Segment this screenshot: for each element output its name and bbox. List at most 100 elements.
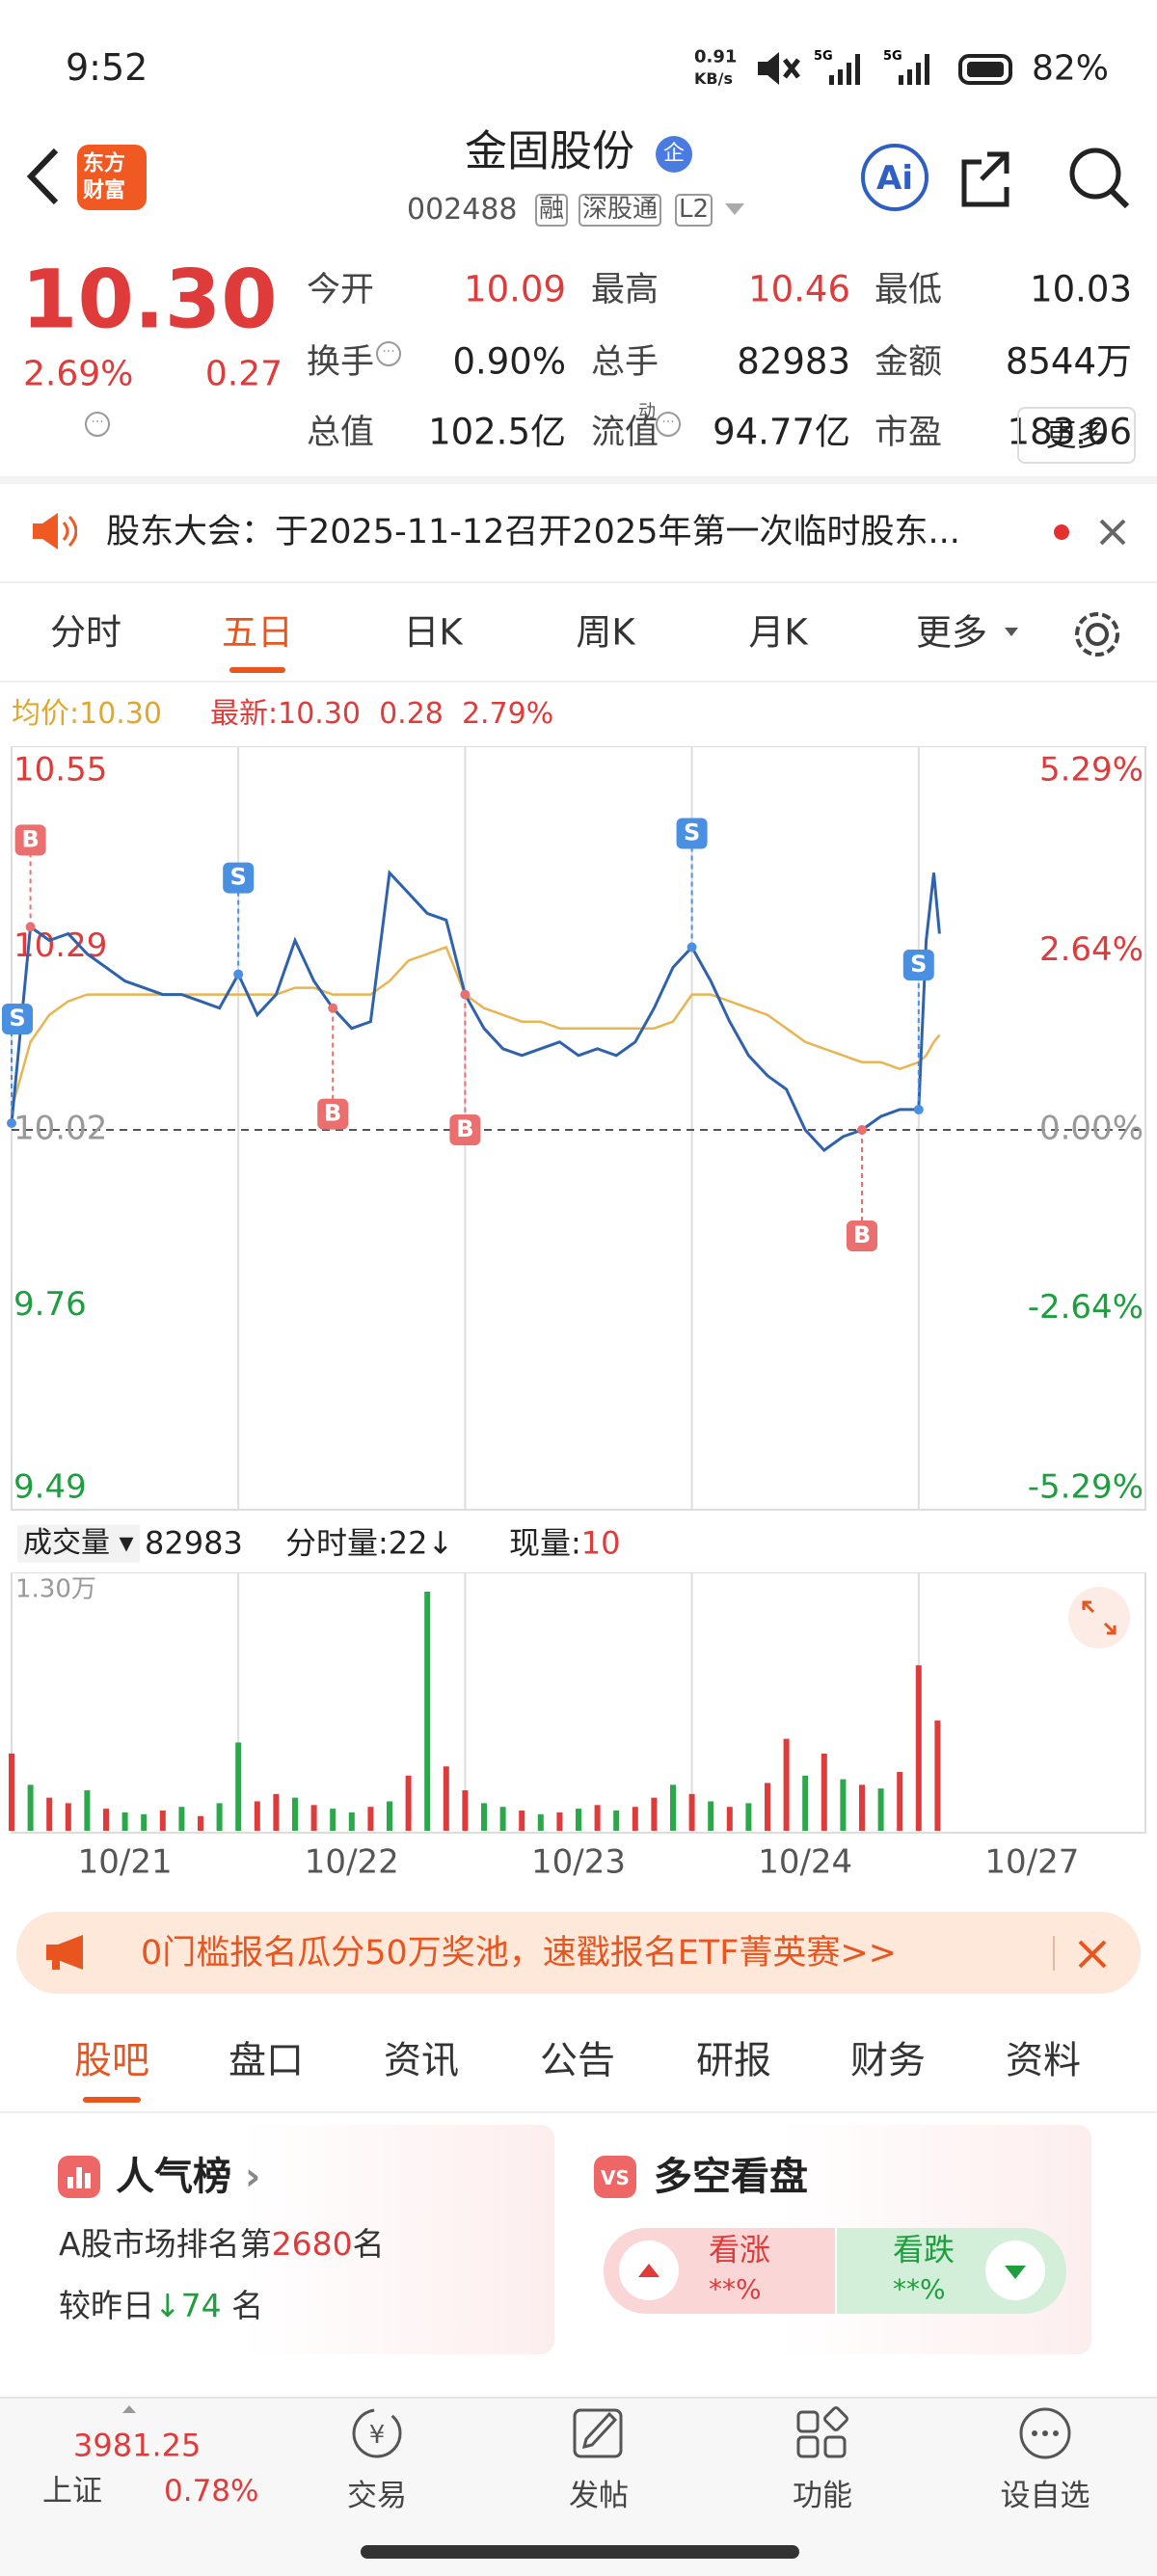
change-prefix: 较昨日 — [59, 2287, 154, 2325]
dropdown-arrow[interactable] — [1003, 625, 1022, 640]
index-value[interactable]: 3981.25 — [73, 2427, 202, 2464]
notice-controls[interactable] — [1051, 519, 1138, 546]
section-tab[interactable]: 资料 — [1005, 2039, 1082, 2083]
volume-bar — [27, 1784, 34, 1831]
stat-value: 0.90% — [452, 340, 566, 383]
promo-banner[interactable] — [16, 1912, 1141, 1994]
app-logo: 东方 财富 — [77, 145, 147, 210]
volume-bar — [9, 1753, 14, 1831]
header-actions[interactable]: Ai — [858, 141, 1138, 214]
chart-tab[interactable]: 月K — [748, 611, 808, 654]
bull-button[interactable] — [617, 2239, 681, 2302]
volume-bar — [405, 1775, 412, 1831]
volume-bar — [103, 1809, 109, 1831]
bull-label: 看涨 — [709, 2231, 771, 2268]
up-caret — [122, 2405, 136, 2413]
volume-bar — [519, 1811, 525, 1831]
rank: 2680 — [271, 2225, 353, 2264]
section-tab[interactable]: 股吧 — [73, 2039, 150, 2083]
volume-bar — [821, 1753, 827, 1831]
y-tick-label: 9.76 — [13, 1285, 87, 1324]
avg-line — [10, 945, 941, 1111]
expand-button[interactable] — [1066, 1585, 1132, 1650]
speaker-icon — [33, 513, 77, 550]
volume-bar — [651, 1797, 658, 1831]
dropdown-arrow[interactable] — [723, 201, 746, 218]
nav-item[interactable]: 发帖 — [569, 2479, 629, 2514]
bear-label: 看跌 — [893, 2231, 955, 2268]
pe-note: 动 — [638, 401, 656, 422]
index-change[interactable]: 0.78% — [164, 2474, 259, 2509]
trade-dot — [460, 989, 471, 1000]
volume-bar — [537, 1813, 544, 1831]
volume-label[interactable]: 成交量 ▾ — [17, 1524, 140, 1563]
trade-label: B — [21, 825, 39, 852]
section-tab[interactable]: 盘口 — [228, 2039, 305, 2083]
settings-icon[interactable] — [1070, 607, 1124, 661]
avg-label: 均价:10.30 — [12, 696, 162, 732]
trade-badge — [902, 949, 934, 980]
section-tab[interactable]: 财务 — [849, 2039, 927, 2083]
avg-label-text: 均价: — [12, 696, 80, 731]
volume-bar — [348, 1811, 355, 1831]
date-label: 10/22 — [304, 1842, 399, 1882]
index-name[interactable]: 上证 — [42, 2474, 102, 2509]
popularity-title: 人气榜 › — [116, 2155, 261, 2199]
notice-text[interactable]: 股东大会：于2025-11-12召开2025年第一次临时股东... — [106, 512, 960, 551]
svg-text:VS: VS — [601, 2166, 630, 2189]
last-value: 10.30 — [278, 696, 361, 731]
trade-label: B — [324, 1100, 341, 1127]
y2-tick-label: -5.29% — [1028, 1468, 1144, 1507]
volume-bar — [273, 1793, 280, 1831]
stat-value: 102.5亿 — [428, 411, 566, 453]
change-suffix: 名 — [231, 2287, 264, 2325]
volume-bar — [178, 1807, 185, 1831]
section-tab[interactable]: 公告 — [539, 2039, 616, 2083]
volume-bar — [46, 1797, 53, 1831]
date-label: 10/21 — [77, 1842, 173, 1882]
stat-label: 流值 — [591, 413, 659, 452]
stat-label: 今开 — [307, 270, 375, 309]
y2-tick-label: -2.64% — [1028, 1288, 1144, 1327]
volume-bar — [897, 1771, 903, 1831]
popularity-icon — [58, 2156, 100, 2198]
net-unit: KB/s — [694, 68, 733, 88]
volume-tick-label: 1.30万 — [15, 1575, 96, 1604]
volume-bar — [424, 1592, 431, 1831]
trade-label: S — [230, 864, 247, 891]
section-tab[interactable]: 研报 — [695, 2039, 772, 2083]
volume-bar — [802, 1775, 809, 1831]
separator — [0, 681, 1157, 683]
chart-tab[interactable]: 周K — [576, 611, 635, 654]
chart-tab[interactable]: 更多 — [916, 611, 987, 654]
trade-badge — [676, 818, 708, 849]
chart-tab[interactable]: 日K — [403, 611, 463, 654]
stock-code: 002488 — [407, 192, 518, 227]
chart-tab[interactable]: 五日 — [222, 611, 293, 654]
trade-dot — [328, 1003, 338, 1013]
promo-close[interactable] — [1051, 1932, 1118, 1974]
volume-bar — [632, 1807, 638, 1831]
last-price: 10.30 — [21, 252, 278, 347]
nav-item[interactable]: 功能 — [793, 2479, 852, 2514]
section-tab[interactable]: 资讯 — [383, 2039, 460, 2083]
stat-value: 10.03 — [1030, 268, 1132, 310]
volume-bar — [216, 1803, 223, 1831]
volume-bar — [877, 1788, 884, 1831]
popularity-card[interactable] — [36, 2125, 554, 2354]
nav-item[interactable]: 交易 — [347, 2479, 407, 2514]
avg-value: 10.30 — [79, 696, 162, 731]
stat-label: 总手 — [591, 342, 659, 382]
nav-item[interactable]: 设自选 — [1000, 2479, 1090, 2514]
more-button[interactable]: 更多 — [1017, 407, 1136, 464]
back-button[interactable] — [21, 145, 64, 208]
tab-underline — [229, 667, 285, 673]
stat-label: 市盈 — [874, 413, 943, 452]
promo-text[interactable]: 0门槛报名瓜分50万奖池，速戳报名ETF菁英赛>> — [141, 1933, 898, 1972]
trade-badge — [223, 862, 255, 894]
last-change: 0.28 — [379, 696, 444, 731]
last-label: 最新: — [210, 696, 279, 731]
chart-tab[interactable]: 分时 — [50, 611, 121, 654]
bear-button[interactable] — [983, 2239, 1047, 2302]
